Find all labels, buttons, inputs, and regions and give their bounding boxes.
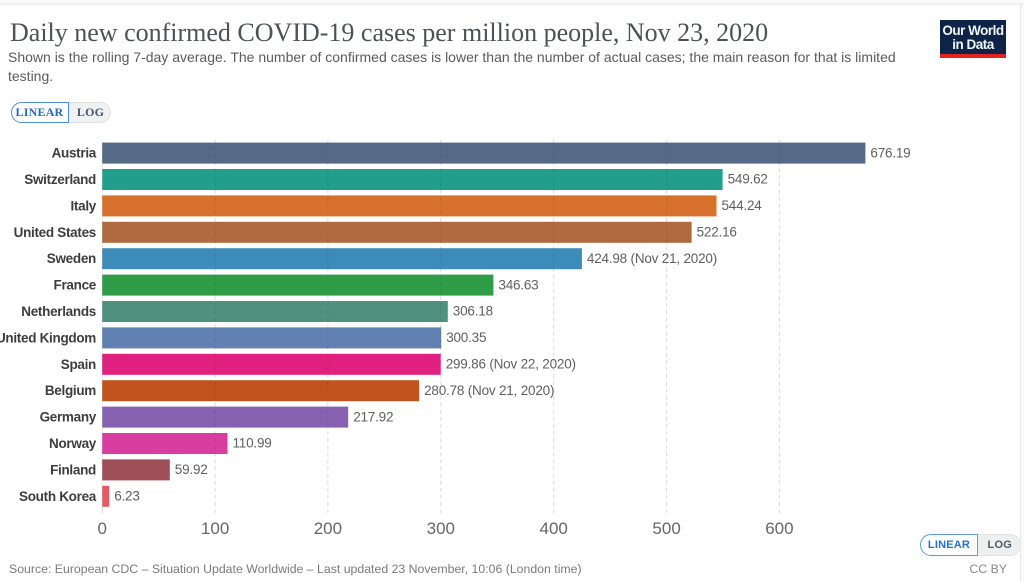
svg-text:424.98 (Nov 21, 2020): 424.98 (Nov 21, 2020) — [587, 251, 717, 266]
svg-text:300.35: 300.35 — [446, 330, 486, 345]
svg-text:299.86 (Nov 22, 2020): 299.86 (Nov 22, 2020) — [446, 357, 576, 372]
svg-text:200: 200 — [314, 519, 342, 538]
svg-text:Austria: Austria — [52, 146, 97, 161]
svg-text:400: 400 — [540, 519, 568, 538]
svg-text:59.92: 59.92 — [175, 462, 208, 477]
svg-text:110.99: 110.99 — [233, 436, 272, 451]
svg-text:300: 300 — [427, 519, 455, 538]
svg-text:Germany: Germany — [40, 410, 97, 425]
svg-text:500: 500 — [652, 519, 680, 538]
svg-text:6.23: 6.23 — [114, 489, 139, 504]
svg-text:South Korea: South Korea — [19, 489, 97, 504]
svg-text:100: 100 — [201, 519, 229, 538]
svg-text:Finland: Finland — [50, 462, 96, 477]
svg-text:549.62: 549.62 — [728, 172, 768, 187]
svg-text:France: France — [54, 278, 97, 293]
svg-text:Sweden: Sweden — [47, 251, 96, 266]
svg-text:Norway: Norway — [49, 436, 97, 451]
svg-text:Netherlands: Netherlands — [21, 304, 96, 319]
svg-text:600: 600 — [765, 519, 793, 538]
svg-text:217.92: 217.92 — [353, 409, 393, 424]
svg-text:346.63: 346.63 — [498, 277, 538, 292]
svg-text:280.78 (Nov 21, 2020): 280.78 (Nov 21, 2020) — [424, 383, 554, 398]
svg-text:Italy: Italy — [70, 198, 96, 213]
svg-text:306.18: 306.18 — [453, 304, 493, 319]
svg-text:522.16: 522.16 — [697, 225, 737, 240]
svg-text:Belgium: Belgium — [45, 383, 96, 398]
svg-text:Spain: Spain — [61, 357, 96, 372]
svg-text:Switzerland: Switzerland — [24, 172, 96, 187]
svg-text:544.24: 544.24 — [722, 198, 763, 213]
svg-text:676.19: 676.19 — [870, 145, 910, 160]
svg-text:United Kingdom: United Kingdom — [0, 330, 96, 345]
svg-text:0: 0 — [97, 519, 106, 538]
svg-text:United States: United States — [14, 225, 96, 240]
